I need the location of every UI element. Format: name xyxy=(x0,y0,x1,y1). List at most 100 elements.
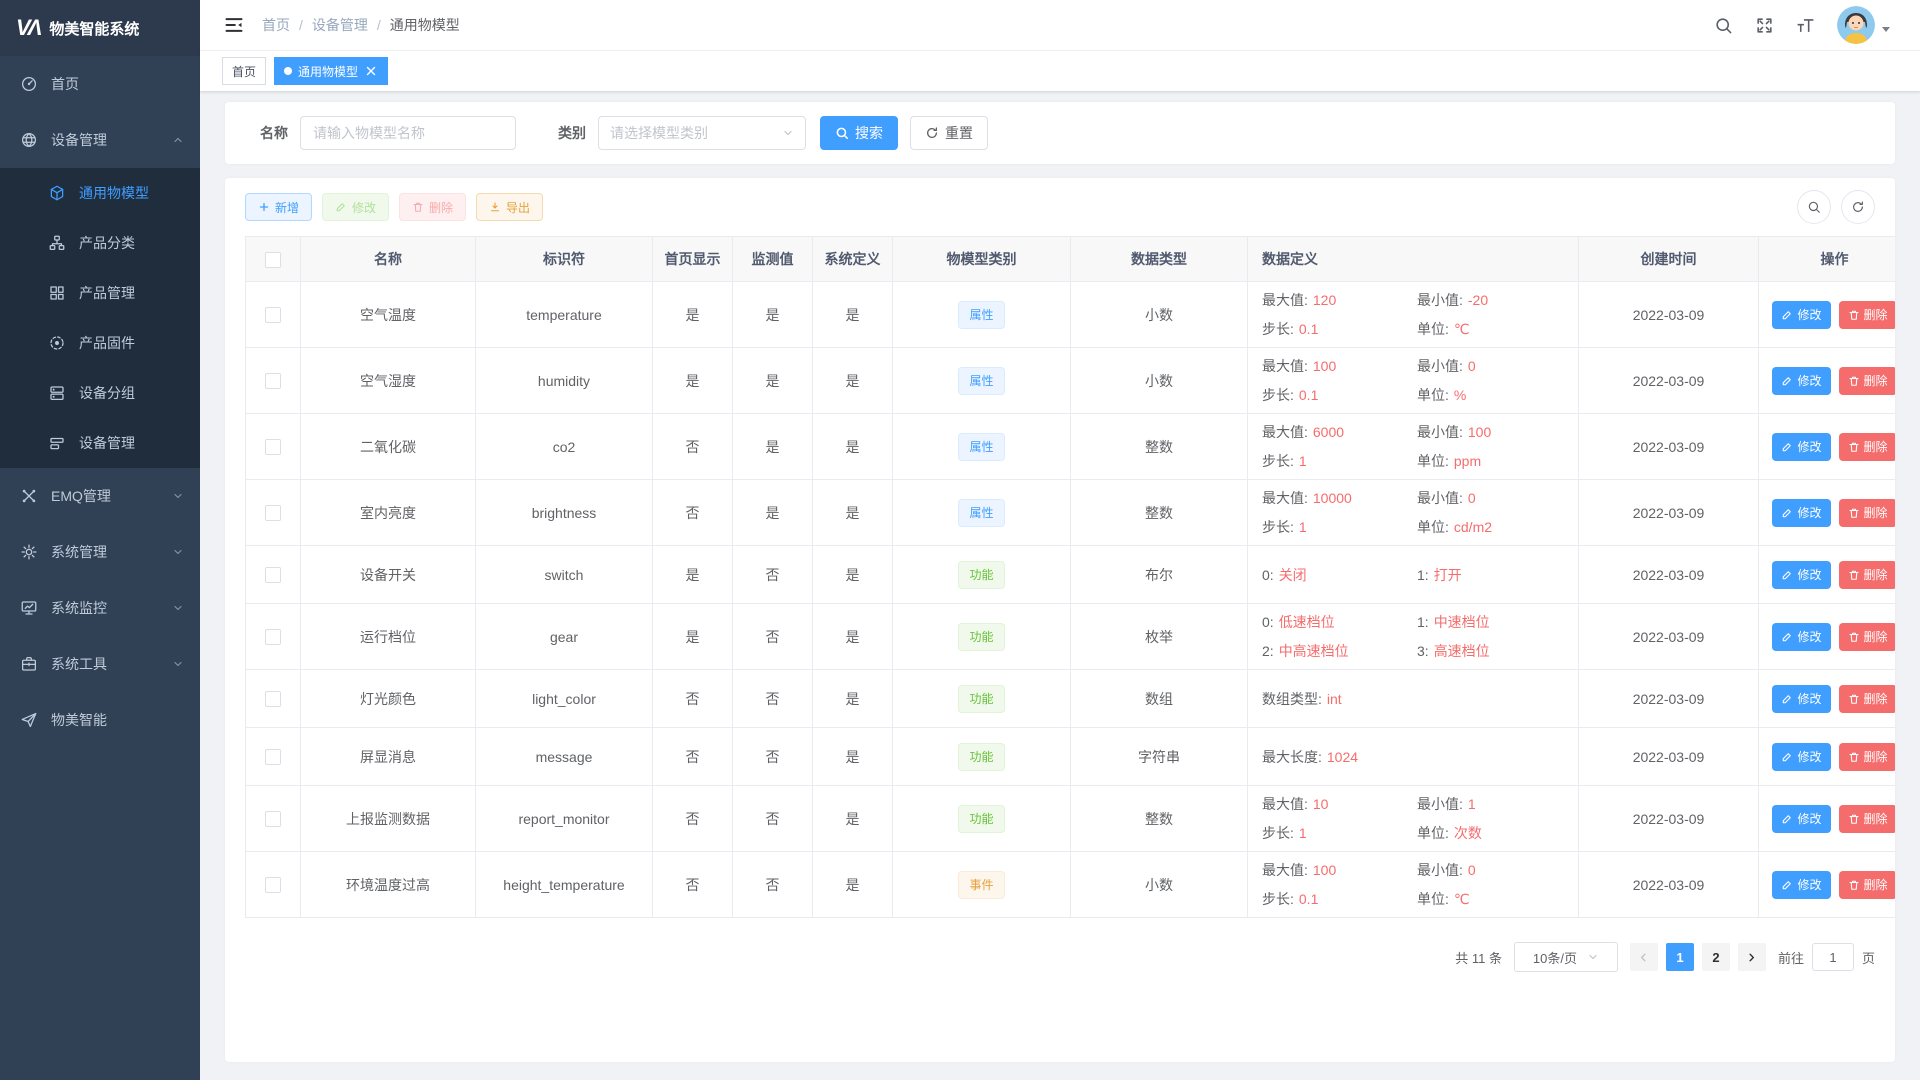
font-size-icon[interactable] xyxy=(1796,16,1815,35)
row-edit-button[interactable]: 修改 xyxy=(1772,742,1831,771)
goto-page-input[interactable] xyxy=(1811,943,1854,971)
cell-created-at: 2022-03-09 xyxy=(1578,545,1759,604)
cell-actions: 修改 删除 xyxy=(1758,603,1895,670)
row-edit-button[interactable]: 修改 xyxy=(1772,804,1831,833)
row-checkbox[interactable] xyxy=(265,505,281,522)
sidebar-item-product-management[interactable]: 产品管理 xyxy=(0,268,200,318)
edit-button[interactable]: 修改 xyxy=(322,193,390,221)
cell-category: 功能 xyxy=(892,669,1071,728)
cell-identifier: humidity xyxy=(475,347,653,414)
sidebar-item-label: 通用物模型 xyxy=(79,185,149,201)
sidebar-item-product-category[interactable]: 产品分类 xyxy=(0,218,200,268)
sphere-icon xyxy=(20,131,38,149)
row-select-cell xyxy=(245,347,301,414)
category-filter-select[interactable]: 请选择模型类别 xyxy=(598,116,806,150)
row-checkbox[interactable] xyxy=(265,567,281,584)
cell-monitor-value: 否 xyxy=(732,669,813,728)
page-button-1[interactable]: 1 xyxy=(1665,943,1694,971)
cell-category: 功能 xyxy=(892,785,1071,852)
close-icon[interactable] xyxy=(364,64,378,78)
row-checkbox[interactable] xyxy=(265,307,281,324)
row-edit-button[interactable]: 修改 xyxy=(1772,622,1831,651)
page-button-2[interactable]: 2 xyxy=(1701,943,1730,971)
data-def-item: 步长: 1 xyxy=(1262,825,1307,841)
sidebar-item-emq-management[interactable]: EMQ管理 xyxy=(0,468,200,524)
delete-button[interactable]: 删除 xyxy=(399,193,467,221)
sidebar-item-label: 产品管理 xyxy=(79,285,135,301)
chevron-down-icon xyxy=(782,127,794,139)
sidebar-item-home[interactable]: 首页 xyxy=(0,56,200,112)
row-edit-button[interactable]: 修改 xyxy=(1772,870,1831,899)
breadcrumb-item[interactable]: 首页 xyxy=(262,17,290,33)
sidebar-item-system-tools[interactable]: 系统工具 xyxy=(0,636,200,692)
row-delete-button[interactable]: 删除 xyxy=(1838,804,1895,833)
row-delete-button[interactable]: 删除 xyxy=(1838,366,1895,395)
export-button[interactable]: 导出 xyxy=(476,193,544,221)
row-delete-button[interactable]: 删除 xyxy=(1838,300,1895,329)
search-button[interactable]: 搜索 xyxy=(820,116,898,150)
row-edit-button[interactable]: 修改 xyxy=(1772,560,1831,589)
row-delete-button[interactable]: 删除 xyxy=(1838,622,1895,651)
cell-category: 功能 xyxy=(892,603,1071,670)
row-checkbox[interactable] xyxy=(265,877,281,894)
sidebar-item-system-monitor[interactable]: 系统监控 xyxy=(0,580,200,636)
row-delete-button[interactable]: 删除 xyxy=(1838,742,1895,771)
chevron-down-icon xyxy=(172,658,184,670)
cell-data-type: 枚举 xyxy=(1070,603,1248,670)
cell-category: 事件 xyxy=(892,851,1071,918)
cell-identifier: switch xyxy=(475,545,653,604)
data-def-item: 最大值: 120 xyxy=(1262,292,1337,308)
row-edit-button[interactable]: 修改 xyxy=(1772,432,1831,461)
row-checkbox[interactable] xyxy=(265,691,281,708)
user-menu[interactable] xyxy=(1837,6,1890,44)
reset-button[interactable]: 重置 xyxy=(910,116,988,150)
breadcrumb-item[interactable]: 设备管理 xyxy=(311,17,368,33)
cell-data-type: 小数 xyxy=(1070,347,1248,414)
sidebar-item-product-firmware[interactable]: 产品固件 xyxy=(0,318,200,368)
column-header: 数据类型 xyxy=(1070,236,1248,282)
tab-item[interactable]: 首页 xyxy=(222,57,267,85)
row-edit-button[interactable]: 修改 xyxy=(1772,300,1831,329)
row-delete-button[interactable]: 删除 xyxy=(1838,684,1895,713)
row-delete-button[interactable]: 删除 xyxy=(1838,560,1895,589)
cell-actions: 修改 删除 xyxy=(1758,851,1895,918)
row-checkbox[interactable] xyxy=(265,439,281,456)
next-page-button[interactable] xyxy=(1737,943,1766,971)
add-button[interactable]: 新增 xyxy=(245,193,313,221)
row-delete-button[interactable]: 删除 xyxy=(1838,870,1895,899)
row-checkbox[interactable] xyxy=(265,629,281,646)
cell-data-def: 最大值: 10000 最小值: 0 步长: 1 单位: cd/m2 xyxy=(1247,479,1579,546)
row-edit-button[interactable]: 修改 xyxy=(1772,684,1831,713)
sidebar-item-wumei-smart[interactable]: 物美智能 xyxy=(0,692,200,748)
data-def-item: 1: 打开 xyxy=(1417,566,1462,583)
prev-page-button[interactable] xyxy=(1629,943,1658,971)
row-checkbox[interactable] xyxy=(265,749,281,766)
select-all-checkbox[interactable] xyxy=(265,251,281,268)
toggle-search-button[interactable] xyxy=(1797,190,1831,224)
tab-active[interactable]: 通用物模型 xyxy=(274,57,389,85)
data-def-item: 3: 高速档位 xyxy=(1417,643,1490,659)
sidebar-item-device-management[interactable]: 设备管理 xyxy=(0,112,200,168)
refresh-table-button[interactable] xyxy=(1841,190,1875,224)
sidebar-item-device-manage[interactable]: 设备管理 xyxy=(0,418,200,468)
row-checkbox[interactable] xyxy=(265,373,281,390)
fullscreen-icon[interactable] xyxy=(1755,16,1774,35)
search-icon[interactable] xyxy=(1714,16,1733,35)
row-delete-button[interactable]: 删除 xyxy=(1838,498,1895,527)
sitemap-icon xyxy=(48,234,66,252)
column-header: 监测值 xyxy=(732,236,813,282)
page-size-select[interactable]: 10条/页 xyxy=(1513,942,1618,972)
pencil-icon xyxy=(1781,507,1793,519)
row-delete-button[interactable]: 删除 xyxy=(1838,432,1895,461)
sidebar-item-device-group[interactable]: 设备分组 xyxy=(0,368,200,418)
row-edit-button[interactable]: 修改 xyxy=(1772,498,1831,527)
row-checkbox[interactable] xyxy=(265,811,281,828)
name-filter-input[interactable] xyxy=(300,116,516,150)
data-def-item: 0: 低速档位 xyxy=(1262,614,1335,630)
avatar[interactable] xyxy=(1837,6,1875,44)
collapse-sidebar-icon[interactable] xyxy=(224,15,244,35)
row-edit-button[interactable]: 修改 xyxy=(1772,366,1831,395)
category-badge: 功能 xyxy=(958,622,1005,651)
sidebar-item-system-management[interactable]: 系统管理 xyxy=(0,524,200,580)
sidebar-item-common-model[interactable]: 通用物模型 xyxy=(0,168,200,218)
